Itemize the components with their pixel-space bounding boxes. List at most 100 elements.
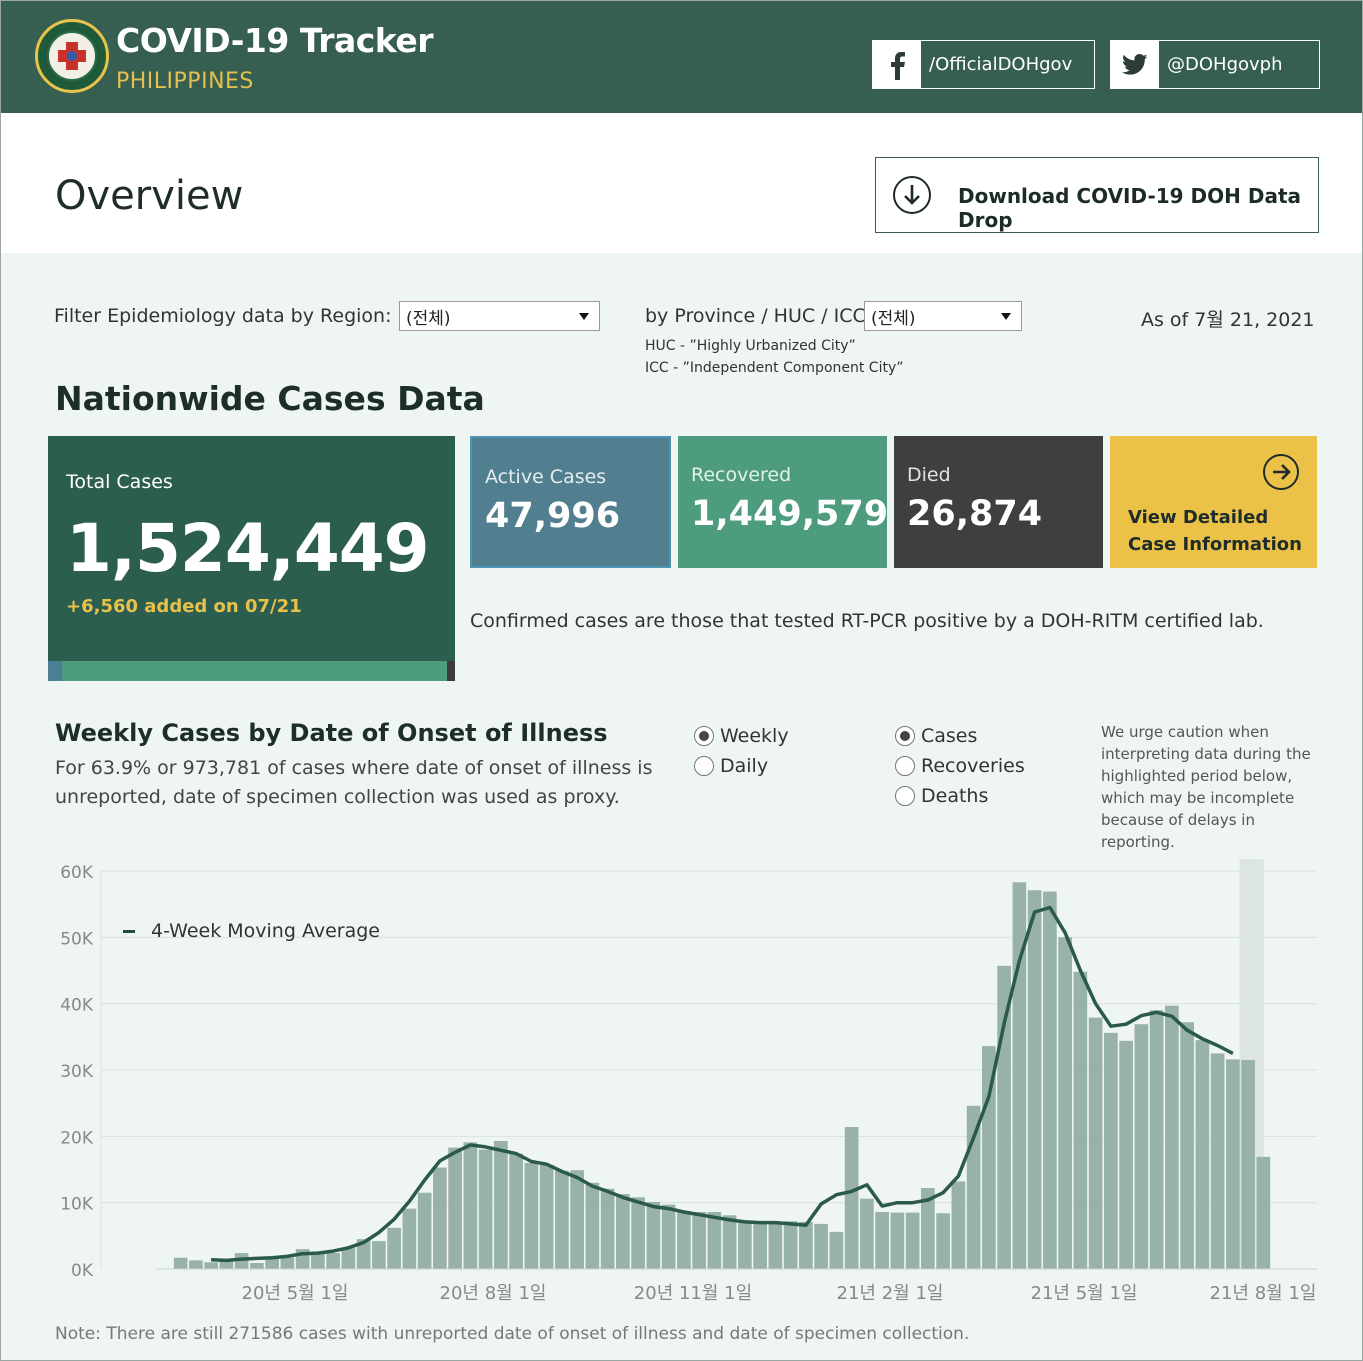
radio-deaths-label: Deaths (921, 785, 989, 807)
bar (738, 1220, 752, 1269)
twitter-icon (1111, 41, 1159, 88)
bar (448, 1147, 462, 1269)
download-arrow-icon (893, 176, 931, 214)
weekly-chart-title: Weekly Cases by Date of Onset of Illness (55, 719, 608, 747)
total-cases-card: Total Cases 1,524,449 +6,560 added on 07… (48, 436, 455, 681)
radio-indicator (694, 756, 714, 776)
bar (783, 1221, 798, 1269)
bar (860, 1198, 874, 1269)
view-detailed-case-button[interactable]: View Detailed Case Information (1110, 436, 1317, 568)
radio-deaths[interactable]: Deaths (895, 785, 988, 807)
total-cases-value: 1,524,449 (66, 510, 430, 587)
bar (1088, 1017, 1103, 1269)
radio-cases-label: Cases (921, 725, 978, 747)
x-tick-label: 21년 5월 1일 (1031, 1283, 1138, 1304)
chevron-down-icon (1001, 313, 1011, 320)
bar (936, 1213, 950, 1269)
province-select[interactable]: (전체) (864, 301, 1022, 331)
app-subtitle: PHILIPPINES (116, 69, 254, 94)
moving-average-legend: 4-Week Moving Average (123, 920, 380, 942)
y-tick-label: 20K (60, 1128, 94, 1148)
total-cases-label: Total Cases (66, 471, 173, 493)
bar (478, 1149, 493, 1269)
radio-indicator (895, 786, 915, 806)
bar (326, 1253, 340, 1269)
bar (829, 1231, 844, 1269)
facebook-link[interactable]: /OfficialDOHgov (872, 40, 1095, 89)
bar (1210, 1053, 1225, 1269)
radio-daily-label: Daily (720, 755, 769, 777)
bar (204, 1262, 218, 1269)
bar (1180, 1022, 1194, 1269)
radio-weekly[interactable]: Weekly (694, 725, 789, 747)
confirmed-definition: Confirmed cases are those that tested RT… (470, 610, 1264, 632)
download-data-drop-button[interactable]: Download COVID-19 DOH Data Drop (875, 157, 1319, 233)
bar (814, 1223, 828, 1269)
bar (890, 1212, 905, 1269)
radio-indicator (895, 726, 915, 746)
radio-indicator (694, 726, 714, 746)
bar (707, 1211, 722, 1269)
radio-cases[interactable]: Cases (895, 725, 977, 747)
bar (341, 1247, 356, 1269)
bar (234, 1253, 249, 1269)
bar (768, 1221, 783, 1269)
app-title: COVID-19 Tracker (116, 21, 434, 60)
x-tick-label: 21년 2월 1일 (837, 1283, 944, 1304)
bar (1241, 1060, 1255, 1269)
died-label: Died (907, 464, 951, 486)
y-tick-label: 40K (60, 996, 94, 1016)
bar (1226, 1059, 1240, 1269)
unreported-footnote: Note: There are still 271586 cases with … (55, 1324, 970, 1344)
y-tick-label: 0K (71, 1261, 94, 1281)
bar (951, 1181, 966, 1269)
region-select-value: (전체) (406, 309, 451, 329)
bar (997, 965, 1011, 1269)
bar (1104, 1032, 1118, 1269)
y-tick-label: 60K (60, 863, 94, 883)
bar (189, 1260, 203, 1269)
download-label: Download COVID-19 DOH Data Drop (958, 184, 1302, 232)
bar (875, 1211, 889, 1269)
recovered-label: Recovered (691, 464, 792, 486)
province-select-value: (전체) (871, 309, 916, 329)
died-value: 26,874 (907, 494, 1043, 534)
x-tick-label: 20년 5월 1일 (242, 1283, 349, 1304)
bar (1149, 1010, 1164, 1269)
bar (539, 1164, 554, 1269)
weekly-chart-subtitle: For 63.9% or 973,781 of cases where date… (55, 757, 653, 808)
legend-line-swatch (123, 929, 135, 933)
radio-recoveries-label: Recoveries (921, 755, 1025, 777)
twitter-link[interactable]: @DOHgovph (1110, 40, 1320, 89)
bar (722, 1215, 737, 1269)
bar (966, 1105, 981, 1269)
active-cases-card: Active Cases 47,996 (470, 436, 671, 568)
bar (799, 1221, 813, 1269)
bar (433, 1167, 447, 1269)
radio-indicator (895, 756, 915, 776)
bar (1119, 1040, 1133, 1269)
bar (509, 1153, 523, 1269)
bar (570, 1170, 584, 1269)
bar (1195, 1040, 1210, 1269)
radio-daily[interactable]: Daily (694, 755, 768, 777)
bar (311, 1252, 325, 1269)
active-cases-label: Active Cases (485, 466, 607, 488)
radio-recoveries[interactable]: Recoveries (895, 755, 1025, 777)
bar (280, 1257, 295, 1269)
twitter-label: @DOHgovph (1167, 54, 1283, 75)
facebook-label: /OfficialDOHgov (929, 54, 1073, 75)
bar (692, 1211, 706, 1269)
bar (387, 1227, 401, 1269)
x-tick-label: 21년 8월 1일 (1210, 1283, 1317, 1304)
bar (219, 1260, 234, 1269)
bar (555, 1170, 569, 1269)
view-detailed-label: View Detailed Case Information (1128, 507, 1302, 555)
caution-note: We urge caution when interpreting data d… (1101, 723, 1311, 851)
bar (585, 1182, 600, 1269)
region-select[interactable]: (전체) (399, 301, 600, 331)
bar (402, 1208, 417, 1269)
died-share-segment (447, 661, 455, 681)
moving-average-line (211, 905, 1234, 1263)
chevron-down-icon (579, 313, 589, 320)
